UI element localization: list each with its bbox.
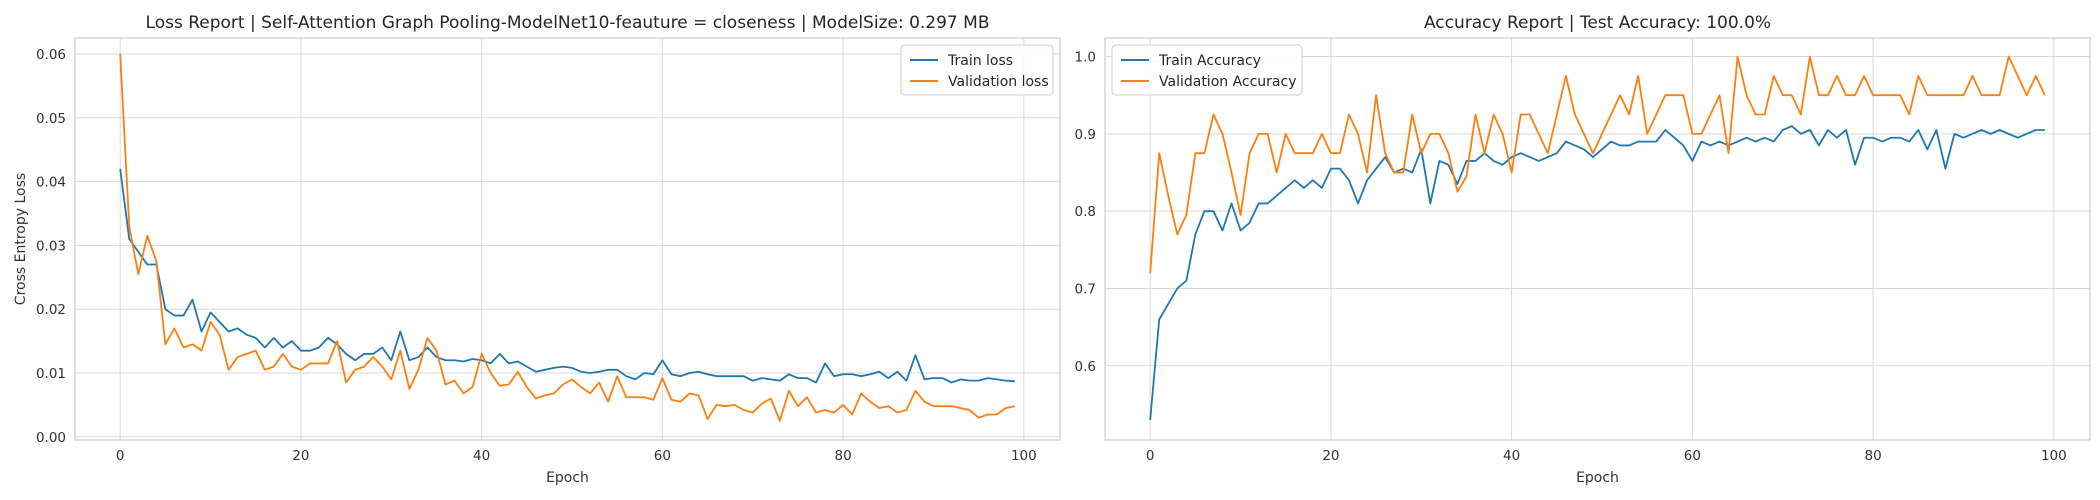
- series-line-train-loss: [119, 168, 1015, 384]
- x-tick-label: 0: [116, 448, 125, 464]
- x-axis-label: Epoch: [1576, 470, 1619, 486]
- x-tick-label: 80: [835, 448, 852, 464]
- series-line-validation-accuracy: [1149, 55, 2046, 274]
- series-line-train-accuracy: [1149, 125, 2045, 420]
- y-tick-label: 0.06: [36, 47, 66, 63]
- y-tick-label: 0.7: [1075, 281, 1096, 297]
- y-tick-label: 0.6: [1075, 359, 1096, 375]
- x-tick-label: 100: [1011, 448, 1037, 464]
- chart-title: Loss Report | Self-Attention Graph Pooli…: [146, 13, 990, 33]
- chart-title: Accuracy Report | Test Accuracy: 100.0%: [1424, 13, 1771, 33]
- legend-box: [900, 44, 1054, 96]
- x-tick-label: 80: [1865, 448, 1882, 464]
- plot-area-frame: [1104, 37, 2091, 441]
- x-tick-label: 100: [2041, 448, 2067, 464]
- plot-area-frame: [74, 37, 1061, 441]
- x-tick-label: 20: [292, 448, 309, 464]
- y-tick-label: 0.8: [1075, 204, 1096, 220]
- y-tick-label: 1.0: [1075, 50, 1096, 66]
- legend: Train loss Validation loss: [900, 44, 1054, 96]
- legend-entry: Validation loss: [948, 74, 1049, 90]
- y-tick-label: 0.03: [36, 238, 66, 254]
- chart-panel-1: 0 20 40 60 80 100 0.00 0.01 0.02 0.03 0.04 0.05 0.06…: [13, 13, 1061, 486]
- y-tick-label: 0.00: [36, 430, 66, 446]
- y-tick-label: 0.9: [1075, 127, 1096, 143]
- legend: Train Accuracy Validation Accuracy: [1111, 44, 1303, 96]
- legend-entry: Train loss: [947, 53, 1013, 69]
- y-tick-label: 0.02: [36, 302, 66, 318]
- legend-entry: Train Accuracy: [1158, 53, 1261, 69]
- x-tick-label: 40: [473, 448, 490, 464]
- legend-entry: Validation Accuracy: [1159, 74, 1297, 90]
- legend-box: [1111, 44, 1303, 96]
- x-tick-label: 60: [1684, 448, 1701, 464]
- y-tick-label: 0.05: [36, 111, 66, 127]
- series-line-validation-loss: [119, 53, 1016, 422]
- x-tick-label: 0: [1146, 448, 1155, 464]
- x-tick-label: 20: [1322, 448, 1339, 464]
- x-axis-label: Epoch: [546, 470, 589, 486]
- x-tick-label: 60: [654, 448, 671, 464]
- y-tick-label: 0.01: [36, 366, 66, 382]
- y-tick-label: 0.04: [36, 175, 66, 191]
- chart-panel-2: 0 20 40 60 80 100 0.6 0.7 0.8 0.9 1.0 Accuracy Repo…: [1075, 13, 2091, 486]
- y-axis-label: Cross Entropy Loss: [13, 173, 29, 305]
- x-tick-label: 40: [1503, 448, 1520, 464]
